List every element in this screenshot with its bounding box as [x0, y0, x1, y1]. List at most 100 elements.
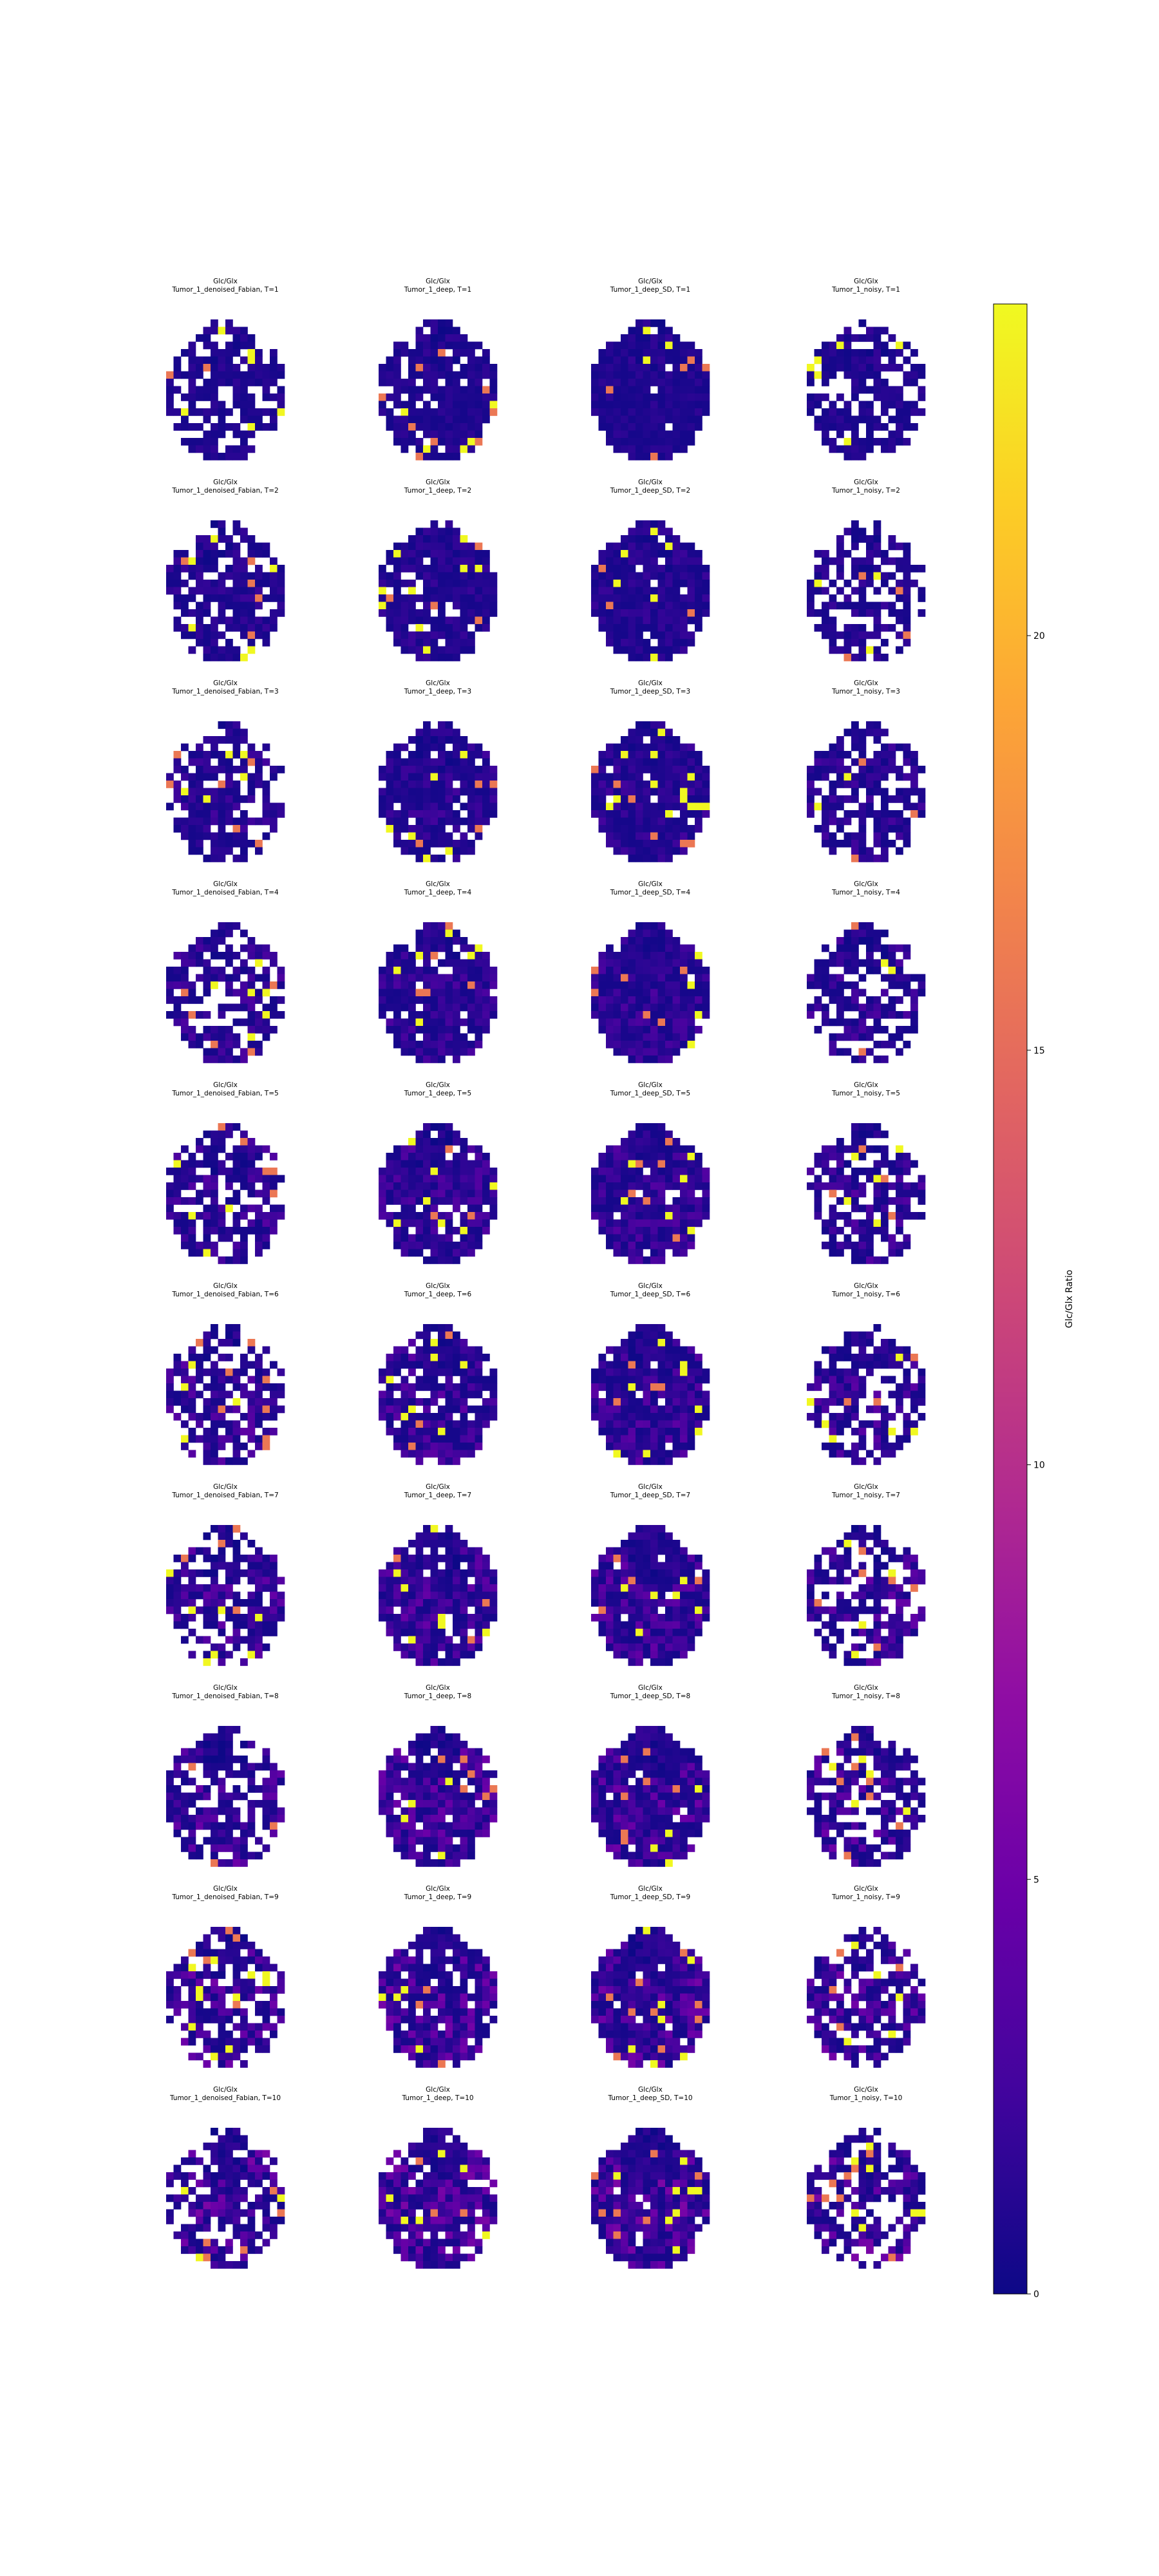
heatmap-cell: [393, 1234, 401, 1242]
heatmap-cell: [467, 616, 475, 625]
heatmap-cell: [270, 616, 278, 625]
heatmap-cell: [423, 1160, 431, 1168]
heatmap-cell: [445, 379, 453, 386]
heatmap-cell: [445, 401, 453, 409]
heatmap-cell: [657, 922, 666, 930]
heatmap-cell: [672, 408, 681, 416]
panel-title: Tumor_1_deep, T=2: [404, 487, 471, 495]
heatmap-cell: [482, 1398, 490, 1406]
heatmap-cell: [628, 587, 636, 595]
heatmap-cell: [262, 1562, 270, 1570]
heatmap-cell: [240, 445, 248, 453]
heatmap-cell: [386, 1219, 394, 1227]
heatmap-cell: [386, 408, 394, 416]
heatmap-cell: [918, 1398, 926, 1406]
heatmap-cell: [415, 751, 424, 759]
heatmap-cell: [262, 371, 270, 379]
heatmap-cell: [836, 1138, 844, 1146]
heatmap-cell: [225, 1153, 233, 1160]
heatmap-cell: [203, 1405, 211, 1414]
heatmap-cell: [218, 1606, 226, 1615]
heatmap-cell: [445, 751, 453, 759]
heatmap-cell: [665, 1056, 673, 1063]
heatmap-cell: [866, 430, 874, 439]
heatmap-cell: [430, 1123, 438, 1131]
heatmap-cell: [687, 1153, 695, 1160]
heatmap-cell: [489, 1212, 498, 1220]
heatmap-cell: [408, 1555, 416, 1562]
heatmap-cell: [467, 825, 475, 833]
heatmap-cell: [379, 773, 386, 781]
heatmap-cell: [211, 1249, 218, 1257]
heatmap-cell: [822, 1405, 829, 1414]
heatmap-cell: [262, 364, 270, 372]
heatmap-cell: [232, 832, 241, 840]
heatmap-cell: [270, 1398, 278, 1406]
heatmap-cell: [438, 423, 446, 431]
panel-title: Tumor_1_denoised_Fabian, T=3: [171, 688, 278, 696]
heatmap-cell: [643, 349, 651, 357]
heatmap-cell: [598, 557, 607, 565]
heatmap-cell: [903, 423, 911, 431]
heatmap-cell: [393, 624, 401, 632]
heatmap-cell: [643, 654, 651, 661]
heatmap-cell: [672, 773, 681, 781]
heatmap-cell: [232, 401, 241, 409]
heatmap-cell: [672, 609, 681, 617]
heatmap-cell: [453, 810, 460, 818]
heatmap-cell: [475, 601, 483, 610]
heatmap-cell: [822, 1145, 829, 1153]
heatmap-cell: [188, 1577, 196, 1585]
heatmap-cell: [203, 1368, 211, 1376]
heatmap-cell: [211, 1041, 218, 1048]
heatmap-cell: [606, 981, 614, 989]
heatmap-cell: [873, 423, 881, 431]
heatmap-cell: [702, 773, 710, 781]
heatmap-cell: [423, 1413, 431, 1421]
heatmap-cell: [665, 438, 673, 446]
heatmap-cell: [881, 974, 889, 982]
heatmap-cell: [695, 601, 702, 610]
heatmap-cell: [695, 594, 702, 602]
heatmap-cell: [203, 1658, 211, 1666]
heatmap-cell: [829, 557, 837, 565]
heatmap-cell: [475, 751, 483, 759]
heatmap-cell: [460, 802, 468, 811]
heatmap-cell: [423, 609, 431, 617]
heatmap-cell: [851, 743, 859, 752]
heatmap-cell: [672, 379, 681, 386]
heatmap-cell: [173, 1011, 182, 1019]
heatmap-cell: [415, 817, 424, 826]
heatmap-cell: [621, 1048, 628, 1056]
heatmap-cell: [270, 415, 278, 424]
panel-title: Glc/Glx: [638, 478, 663, 486]
heatmap-cell: [240, 981, 248, 989]
heatmap-cell: [896, 1346, 903, 1354]
heatmap-cell: [598, 1413, 607, 1421]
heatmap-cell: [277, 364, 285, 372]
heatmap-cell: [247, 587, 256, 595]
heatmap-cell: [386, 758, 394, 766]
heatmap-cell: [489, 802, 498, 811]
heatmap-cell: [460, 639, 468, 647]
heatmap-cell: [687, 1204, 695, 1213]
heatmap-cell: [858, 580, 867, 587]
heatmap-cell: [866, 1026, 874, 1034]
heatmap-cell: [423, 1405, 431, 1414]
heatmap-cell: [636, 802, 643, 811]
heatmap-cell: [423, 1398, 431, 1406]
heatmap-cell: [173, 967, 182, 974]
heatmap-cell: [445, 721, 453, 729]
heatmap-cell: [453, 1026, 460, 1034]
heatmap-cell: [910, 1398, 918, 1406]
heatmap-cell: [858, 1376, 867, 1384]
heatmap-cell: [232, 795, 241, 803]
heatmap-cell: [467, 1160, 475, 1168]
heatmap-cell: [386, 766, 394, 773]
heatmap-cell: [598, 580, 607, 587]
heatmap-cell: [196, 773, 203, 781]
heatmap-cell: [453, 1175, 460, 1183]
panel-title: Glc/Glx: [854, 478, 878, 486]
heatmap-cell: [621, 1227, 628, 1235]
heatmap-cell: [445, 781, 453, 788]
